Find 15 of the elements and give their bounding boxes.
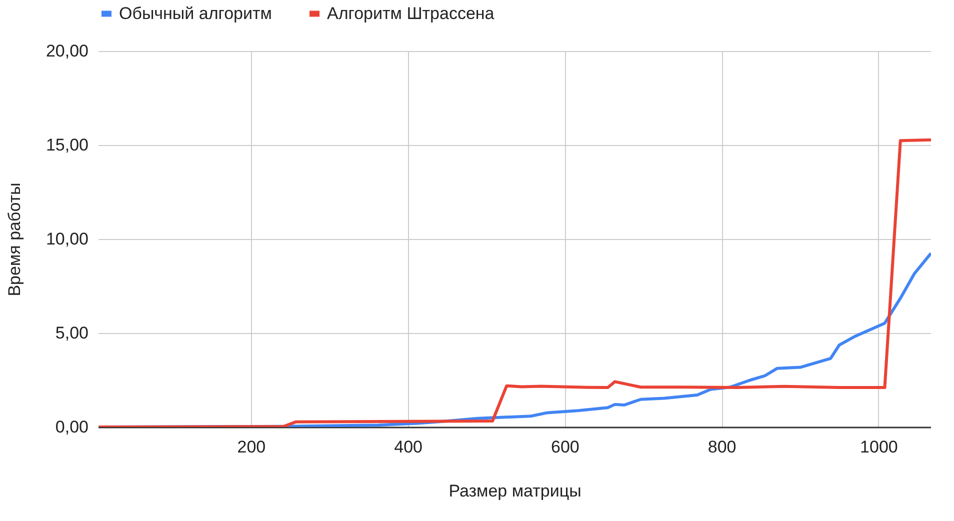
y-tick-label: 5,00 <box>55 324 88 342</box>
x-tick-label: 600 <box>551 438 580 456</box>
x-tick-label: 200 <box>237 438 266 456</box>
x-tick-label: 400 <box>394 438 423 456</box>
x-axis-title: Размер матрицы <box>448 482 582 500</box>
y-axis-title: Время работы <box>4 182 24 296</box>
legend-label: Алгоритм Штрассена <box>327 4 495 23</box>
y-tick-label: 0,00 <box>55 418 88 436</box>
y-tick-label: 20,00 <box>46 42 88 60</box>
legend-label: Обычный алгоритм <box>119 4 272 23</box>
line-series <box>98 138 931 427</box>
y-tick-label: 15,00 <box>46 136 88 154</box>
x-tick-label: 1000 <box>860 438 898 456</box>
y-tick-label: 10,00 <box>46 230 88 248</box>
x-tick-label: 800 <box>708 438 736 456</box>
